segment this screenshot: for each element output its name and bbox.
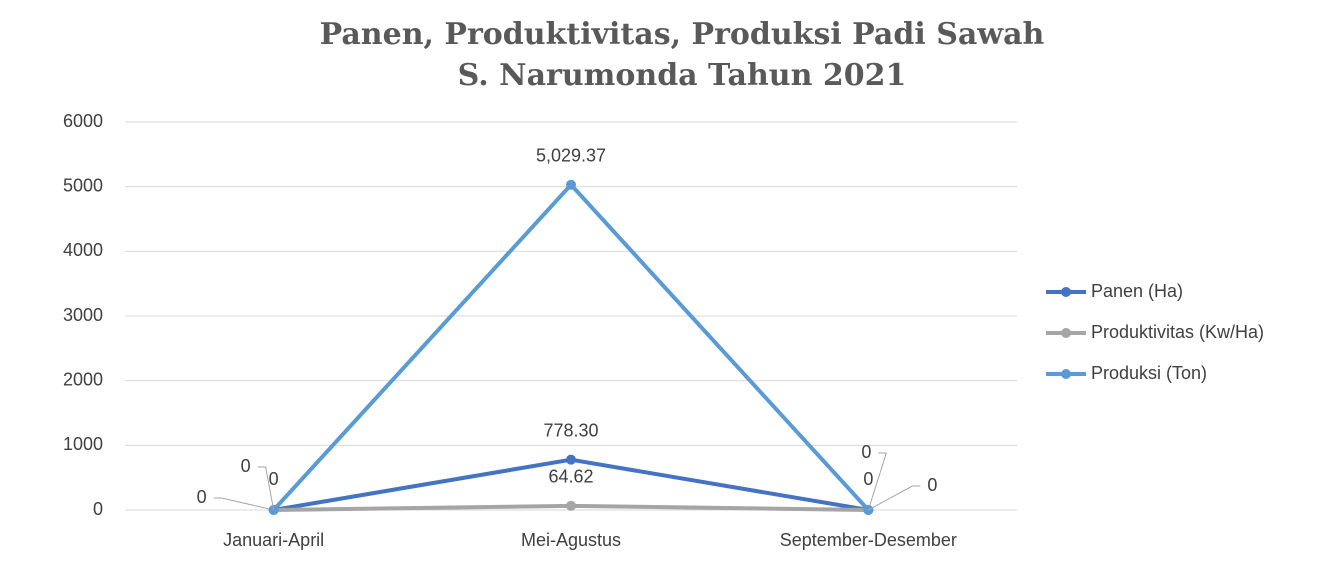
y-tick-label: 0 [93, 499, 103, 519]
legend-marker [1061, 328, 1071, 338]
x-tick-label: Mei-Agustus [521, 530, 621, 550]
data-point [566, 179, 576, 190]
legend-marker [1061, 287, 1071, 297]
y-tick-label: 2000 [63, 369, 103, 389]
y-tick-label: 5000 [63, 175, 103, 195]
data-label: 778.30 [543, 420, 598, 440]
leader-line [867, 452, 888, 511]
data-label: 0 [927, 475, 937, 495]
data-label: 5,029.37 [536, 146, 606, 166]
legend-label: Produksi (Ton) [1091, 363, 1207, 383]
data-label: 0 [861, 442, 871, 462]
y-tick-label: 4000 [63, 240, 103, 260]
chart-title: Panen, Produktivitas, Produksi Padi Sawa… [320, 17, 1045, 52]
data-point [566, 454, 576, 465]
data-label: 0 [241, 456, 251, 476]
y-tick-label: 6000 [63, 111, 103, 131]
leader-line [257, 466, 275, 511]
x-tick-label: September-Desember [780, 530, 957, 550]
data-label: 0 [269, 469, 279, 489]
data-label: 0 [863, 469, 873, 489]
leader-line [213, 497, 274, 511]
y-tick-label: 1000 [63, 434, 103, 454]
chart-title: S. Narumonda Tahun 2021 [458, 58, 907, 93]
legend-label: Panen (Ha) [1091, 281, 1183, 301]
data-label: 0 [197, 487, 207, 507]
legend-marker [1061, 369, 1071, 379]
data-label: 64.62 [548, 467, 593, 487]
x-tick-label: Januari-April [223, 530, 324, 550]
data-point [566, 500, 576, 511]
leader-line [868, 485, 921, 511]
legend-label: Produktivitas (Kw/Ha) [1091, 322, 1264, 342]
y-tick-label: 3000 [63, 305, 103, 325]
